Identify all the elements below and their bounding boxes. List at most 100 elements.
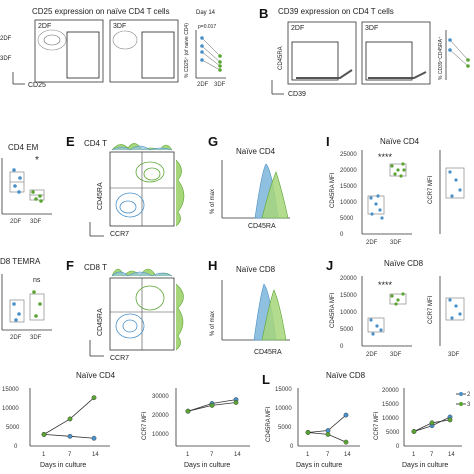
panel-h-ylabel: % of max bbox=[210, 311, 216, 336]
panel-l-left-xtick-1: 1 bbox=[306, 452, 310, 458]
panel-b: B CD39 expression on CD4 T cells CD45RA … bbox=[259, 6, 470, 98]
panel-d-box-3df bbox=[29, 293, 45, 321]
panel-i-ytick-4: 20000 bbox=[340, 168, 357, 174]
panel-i-title: Naïve CD4 bbox=[380, 137, 420, 146]
panel-l-right-ytick-1: 5000 bbox=[386, 430, 400, 436]
panel-d-tick-3df: 3DF bbox=[30, 335, 42, 341]
panel-f-xlabel: CCR7 bbox=[110, 355, 129, 362]
panel-k: Naïve CD4 0 5000 10000 15000 1 7 14 Days… bbox=[2, 371, 250, 469]
data-point bbox=[325, 431, 331, 437]
panel-h-letter: H bbox=[208, 258, 217, 273]
panel-l-left-ytick-3: 15000 bbox=[275, 387, 292, 393]
panel-i: I Naïve CD4 CD45RA MFI 0 5000 10000 1500… bbox=[326, 134, 465, 246]
panel-d-box-2df bbox=[9, 299, 25, 323]
panel-i-stat: **** bbox=[378, 152, 393, 162]
panel-b-flow-2df-cloud bbox=[296, 69, 353, 79]
panel-a-flow-3df-label: 3DF bbox=[113, 23, 126, 30]
panel-j-box-2df bbox=[367, 317, 385, 333]
panel-k-left-ytick-3: 15000 bbox=[2, 387, 19, 393]
panel-i-box-3df bbox=[389, 163, 407, 177]
panel-k-right-xtick-7: 7 bbox=[210, 452, 214, 458]
data-point bbox=[41, 431, 47, 437]
panel-a: CD25 expression on naïve CD4 T cells 2DF… bbox=[0, 7, 226, 89]
data-point bbox=[185, 408, 191, 414]
panel-d-stat: ns bbox=[33, 277, 41, 284]
panel-j-ytick-2: 10000 bbox=[340, 310, 357, 316]
panel-i-ytick-5: 25000 bbox=[340, 152, 357, 158]
panel-e: E CD4 T CD45RA CCR7 bbox=[66, 134, 185, 238]
panel-k-left-xlabel: Days in culture bbox=[40, 462, 86, 469]
panel-a-side-2df: 2DF bbox=[0, 36, 12, 42]
panel-k-left-ytick-0: 0 bbox=[14, 444, 18, 450]
panel-c: CD4 EM * 2DF 3DF bbox=[1, 143, 52, 225]
panel-l-right-xtick-7: 7 bbox=[430, 452, 434, 458]
panel-g-histogram-green bbox=[261, 171, 289, 219]
panel-j-letter: J bbox=[326, 258, 333, 273]
panel-l-left-xtick-14: 14 bbox=[344, 452, 351, 458]
data-point bbox=[209, 402, 215, 408]
panel-a-flow-3df-frame bbox=[109, 19, 179, 83]
panel-l-right-ytick-2: 10000 bbox=[382, 416, 399, 422]
panel-l-left-ytick-0: 0 bbox=[290, 444, 294, 450]
panel-k-right-xlabel: Days in culture bbox=[184, 462, 230, 469]
panel-f-top-histogram-blue bbox=[111, 271, 173, 277]
panel-l-letter: L bbox=[262, 372, 270, 387]
panel-a-flow-3df-contour bbox=[112, 30, 138, 50]
panel-b-flow-2df-frame bbox=[287, 21, 357, 85]
panel-h-xlabel: CD45RA bbox=[254, 349, 282, 356]
panel-k-left-xtick-7: 7 bbox=[68, 452, 72, 458]
panel-b-flow-2df-label: 2DF bbox=[291, 25, 304, 32]
series-line bbox=[43, 397, 95, 435]
panel-k-right-ytick-2: 30000 bbox=[152, 394, 169, 400]
panel-i-ytick-0: 0 bbox=[340, 232, 344, 238]
panel-a-tick-3df: 3DF bbox=[214, 82, 226, 88]
panel-c-stat: * bbox=[35, 155, 39, 166]
panel-k-right-plot bbox=[185, 397, 239, 414]
panel-k-right-ylabel: CCR7 MFI bbox=[142, 411, 148, 440]
panel-l-right-ytick-3: 15000 bbox=[382, 402, 399, 408]
data-point bbox=[447, 417, 453, 423]
panel-l-left-xlabel: Days in culture bbox=[296, 462, 342, 469]
panel-l-left-ytick-1: 5000 bbox=[278, 425, 292, 431]
panel-l-legend: 2 3 bbox=[456, 392, 471, 408]
panel-j-ytick-3: 15000 bbox=[340, 293, 357, 299]
panel-a-tick-2df: 2DF bbox=[197, 82, 209, 88]
panel-l-left-ytick-2: 10000 bbox=[275, 406, 292, 412]
data-point bbox=[233, 400, 239, 405]
data-point bbox=[305, 430, 311, 435]
panel-j-ylabel: CD45RA MFI bbox=[330, 292, 336, 328]
panel-k-right-ytick-1: 20000 bbox=[152, 413, 169, 419]
panel-j-ylabel-right: CCR7 MFI bbox=[428, 295, 434, 324]
panel-k-left-ytick-1: 5000 bbox=[6, 425, 20, 431]
panel-c-title: CD4 EM bbox=[8, 143, 39, 152]
panel-l-left-ylabel: CD45RA MFI bbox=[266, 406, 272, 442]
panel-a-flow-2df-frame bbox=[34, 19, 104, 83]
panel-l-right-plot bbox=[411, 414, 453, 434]
data-point bbox=[429, 420, 435, 426]
panel-i-box-2df bbox=[367, 195, 385, 215]
panel-i-ytick-1: 5000 bbox=[340, 216, 354, 222]
panel-a-xlabel: CD25 bbox=[28, 82, 46, 89]
panel-e-side-histogram bbox=[175, 159, 185, 227]
panel-f: F CD8 T CD45RA CCR7 bbox=[66, 258, 184, 362]
data-point bbox=[67, 433, 73, 439]
panel-i-dots bbox=[369, 162, 406, 220]
panel-d-dots bbox=[12, 290, 42, 322]
panel-b-flow-3df-cloud bbox=[368, 71, 427, 79]
panel-e-letter: E bbox=[66, 134, 75, 149]
panel-a-dots bbox=[200, 36, 222, 72]
panel-f-title: CD8 T bbox=[84, 263, 107, 272]
panel-g-title: Naïve CD4 bbox=[236, 147, 276, 156]
panel-l-right-ytick-0: 0 bbox=[396, 444, 400, 450]
panel-b-letter: B bbox=[259, 6, 268, 21]
panel-d: D8 TEMRA ns 2DF 3DF bbox=[0, 257, 52, 341]
data-point bbox=[411, 429, 417, 434]
panel-d-title: D8 TEMRA bbox=[0, 257, 41, 266]
panel-a-pvalue: p=0.017 bbox=[198, 24, 216, 30]
panel-h-histogram-green bbox=[261, 289, 287, 341]
panel-l-title: Naïve CD8 bbox=[326, 371, 366, 380]
panel-b-dots bbox=[448, 38, 470, 68]
panel-j-title: Naïve CD8 bbox=[384, 259, 424, 268]
panel-b-flow-3df-label: 3DF bbox=[365, 25, 378, 32]
panel-k-right-xtick-1: 1 bbox=[186, 452, 190, 458]
